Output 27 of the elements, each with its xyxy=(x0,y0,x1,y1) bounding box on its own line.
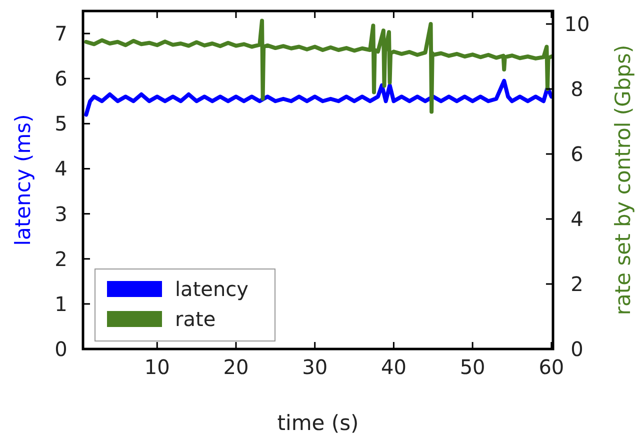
line-series xyxy=(84,18,553,114)
y-tick-label: 7 xyxy=(54,22,68,46)
x-tick-label: 60 xyxy=(538,355,564,379)
y-tick-label: 3 xyxy=(54,202,68,226)
y-tick-label: 0 xyxy=(54,337,68,361)
y2-axis-title: rate set by control (Gbps) xyxy=(611,44,635,316)
y-tick-label: 2 xyxy=(54,246,68,271)
x-tick-label: 30 xyxy=(302,355,328,379)
y2-tick-label: 6 xyxy=(570,142,584,166)
y2-tick-label: 8 xyxy=(570,77,584,101)
y-axis-title: latency (ms) xyxy=(11,114,35,246)
y2-tick-label: 0 xyxy=(570,337,584,361)
legend-label: rate xyxy=(175,307,216,331)
line-series xyxy=(84,78,553,117)
x-tick-label: 40 xyxy=(380,355,406,379)
y-tick-label: 4 xyxy=(54,156,68,181)
x-tick-label: 10 xyxy=(144,355,170,379)
x-tick-label: 20 xyxy=(223,355,249,379)
y-tick-label: 1 xyxy=(54,292,68,316)
y-tick-label: 5 xyxy=(54,112,68,136)
legend-label: latency xyxy=(175,277,249,301)
y2-tick-label: 4 xyxy=(570,207,584,231)
y-tick-label: 6 xyxy=(54,66,68,91)
x-axis-title: time (s) xyxy=(277,411,359,435)
x-tick-label: 50 xyxy=(460,355,486,379)
y2-tick-label: 2 xyxy=(570,272,584,296)
y2-tick-label: 10 xyxy=(564,12,590,36)
